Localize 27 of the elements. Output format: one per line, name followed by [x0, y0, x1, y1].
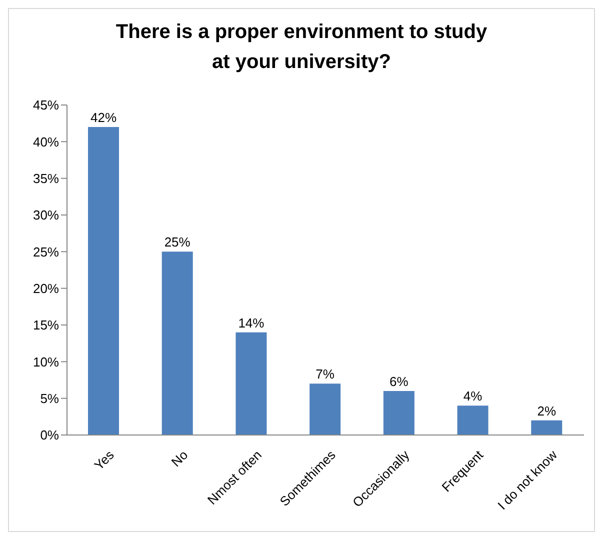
- y-tick-label: 15%: [32, 318, 60, 333]
- x-tick-label: No: [168, 447, 191, 470]
- y-tick-label: 40%: [32, 134, 60, 150]
- bar: [88, 127, 119, 435]
- bar: [457, 406, 488, 435]
- chart-title: There is a proper environment to study at your university?: [114, 20, 488, 75]
- data-label: 42%: [90, 110, 117, 125]
- y-tick-label: 20%: [32, 280, 60, 296]
- y-tick-label: 35%: [32, 170, 60, 186]
- bar: [383, 391, 414, 435]
- bar: [310, 384, 341, 435]
- bar: [162, 252, 193, 435]
- x-tick-label: Yes: [91, 446, 118, 473]
- bar: [236, 332, 267, 435]
- data-label: 25%: [164, 234, 191, 250]
- y-tick-label: 5%: [40, 390, 60, 406]
- data-label: 6%: [390, 374, 409, 389]
- y-tick-label: 45%: [32, 98, 60, 113]
- y-tick-label: 30%: [32, 208, 60, 223]
- bar: [531, 420, 562, 435]
- data-label: 2%: [537, 403, 556, 418]
- y-tick-label: 10%: [32, 354, 60, 370]
- data-label: 4%: [463, 388, 483, 404]
- y-tick-label: 0%: [40, 428, 60, 443]
- data-label: 14%: [238, 315, 265, 330]
- data-label: 7%: [316, 366, 335, 382]
- y-tick-label: 25%: [32, 244, 60, 260]
